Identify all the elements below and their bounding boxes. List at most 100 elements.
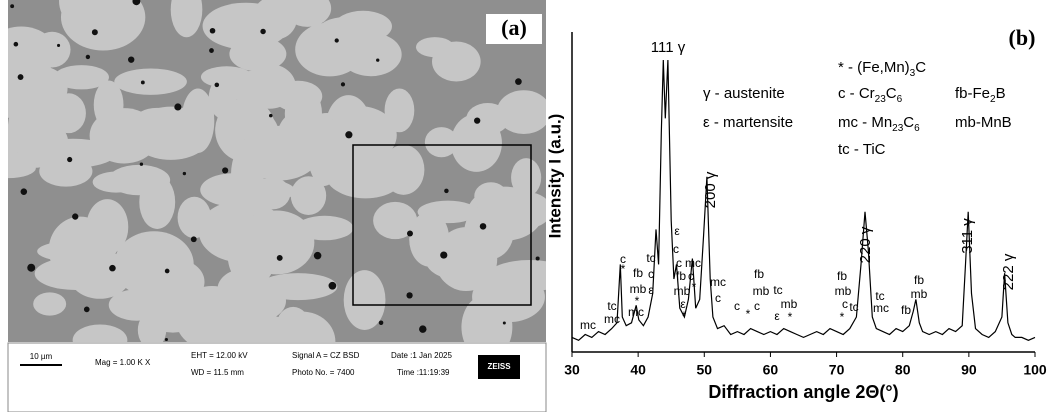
dendrite [276,306,310,342]
panel-label: (a) [501,15,527,40]
dendrite [424,127,459,158]
dendrite [312,118,369,180]
dendrite [229,36,287,72]
pore [334,38,339,43]
phase-label: c [620,252,626,266]
phase-label: mb [911,287,928,301]
phase-label: c [648,267,654,281]
x-axis-label: Diffraction angle 2Θ(°) [708,382,898,402]
legend-entry: tc - TiC [838,141,886,158]
dendrite [27,144,101,169]
legend-text: 6 [897,94,903,105]
phase-label: tc [607,299,616,313]
dendrite [258,273,338,301]
phase-label: tc [875,289,884,303]
pore [378,320,384,326]
phase-label: fb [676,269,686,283]
pore [340,82,346,87]
y-axis-label: Intensity I (a.u.) [545,114,564,239]
dendrite [503,192,546,229]
phase-label: * [840,310,845,324]
phase-label: mb [781,297,798,311]
xrd-line [571,59,1036,342]
pore [269,113,273,118]
legend-entry: ε - martensite [703,114,793,131]
legend-entry: γ - austenite [703,85,785,102]
pore [72,213,79,220]
dendrite [53,65,109,90]
legend-entry: c - Cr23C6 [838,85,903,105]
dendrite [450,113,502,172]
info-text: EHT = 12.00 kV [191,351,248,360]
zoom-box [352,144,532,306]
pore [57,43,61,47]
info-text: Time :11:19:39 [397,368,450,377]
x-tick-label: 40 [630,362,646,378]
phase-label: fb [754,267,764,281]
legend-text: 23 [875,94,887,105]
x-tick-label: 50 [696,362,712,378]
dendrite [8,157,36,179]
scale-text: 10 µm [30,352,53,361]
phase-label: fb [633,266,643,280]
pore [83,306,90,313]
dendrite [33,292,67,316]
pore [109,264,116,272]
pore [164,268,170,274]
dendrite [431,41,481,82]
legend-text: B [996,85,1006,102]
dendrite [129,106,212,160]
dendrite [384,88,415,133]
pore [444,188,449,194]
legend-text: 2 [990,94,996,105]
pore [406,230,413,237]
logo: ZEISS [487,362,511,371]
phase-label: mc [580,318,596,332]
x-tick-label: 70 [829,362,845,378]
x-tick-label: 90 [961,362,977,378]
pore [376,58,380,62]
phase-label: c [842,297,848,311]
dendrite [51,93,86,134]
dendrite [382,144,425,195]
dendrite [511,158,542,197]
pore [67,156,73,163]
dendrite [223,285,279,311]
legend-entry: * - (Fe,Mn)3C [838,59,926,79]
legend-text: 23 [892,123,904,134]
pore [20,188,28,195]
legend-text: fb-Fe [955,85,990,102]
dendrite [464,204,514,260]
phase-label: mc [628,305,644,319]
dendrite [373,201,418,240]
phase-label: fb [837,269,847,283]
info-text: WD = 11.5 mm [191,368,244,377]
pore [190,236,197,243]
dendrite [487,260,546,292]
phase-label: tc [773,283,782,297]
dendrite [238,125,320,181]
phase-label: fb [914,273,924,287]
phase-label: * [635,294,640,308]
label-box [486,14,542,44]
peak-label: 222 γ [1000,253,1017,290]
pore [222,167,229,174]
x-tick-label: 30 [564,362,580,378]
phase-label: ε [648,283,654,297]
dendrite [148,259,205,305]
legend-text: C [903,114,914,131]
phase-label: c [688,269,694,283]
legend-entry: mb-MnB [955,114,1012,131]
legend-text: tc - TiC [838,141,886,158]
phase-label: * [788,310,793,324]
pore [209,27,216,34]
dendrite [72,324,128,342]
phase-label: fb [901,303,911,317]
dendrite [107,164,171,196]
phase-label: mb [753,284,770,298]
legend-entry: fb-Fe2B [955,85,1006,105]
phase-label: c [676,256,682,270]
phase-label: mc [710,275,726,289]
dendrite [59,0,138,35]
phase-label: * [621,262,626,276]
